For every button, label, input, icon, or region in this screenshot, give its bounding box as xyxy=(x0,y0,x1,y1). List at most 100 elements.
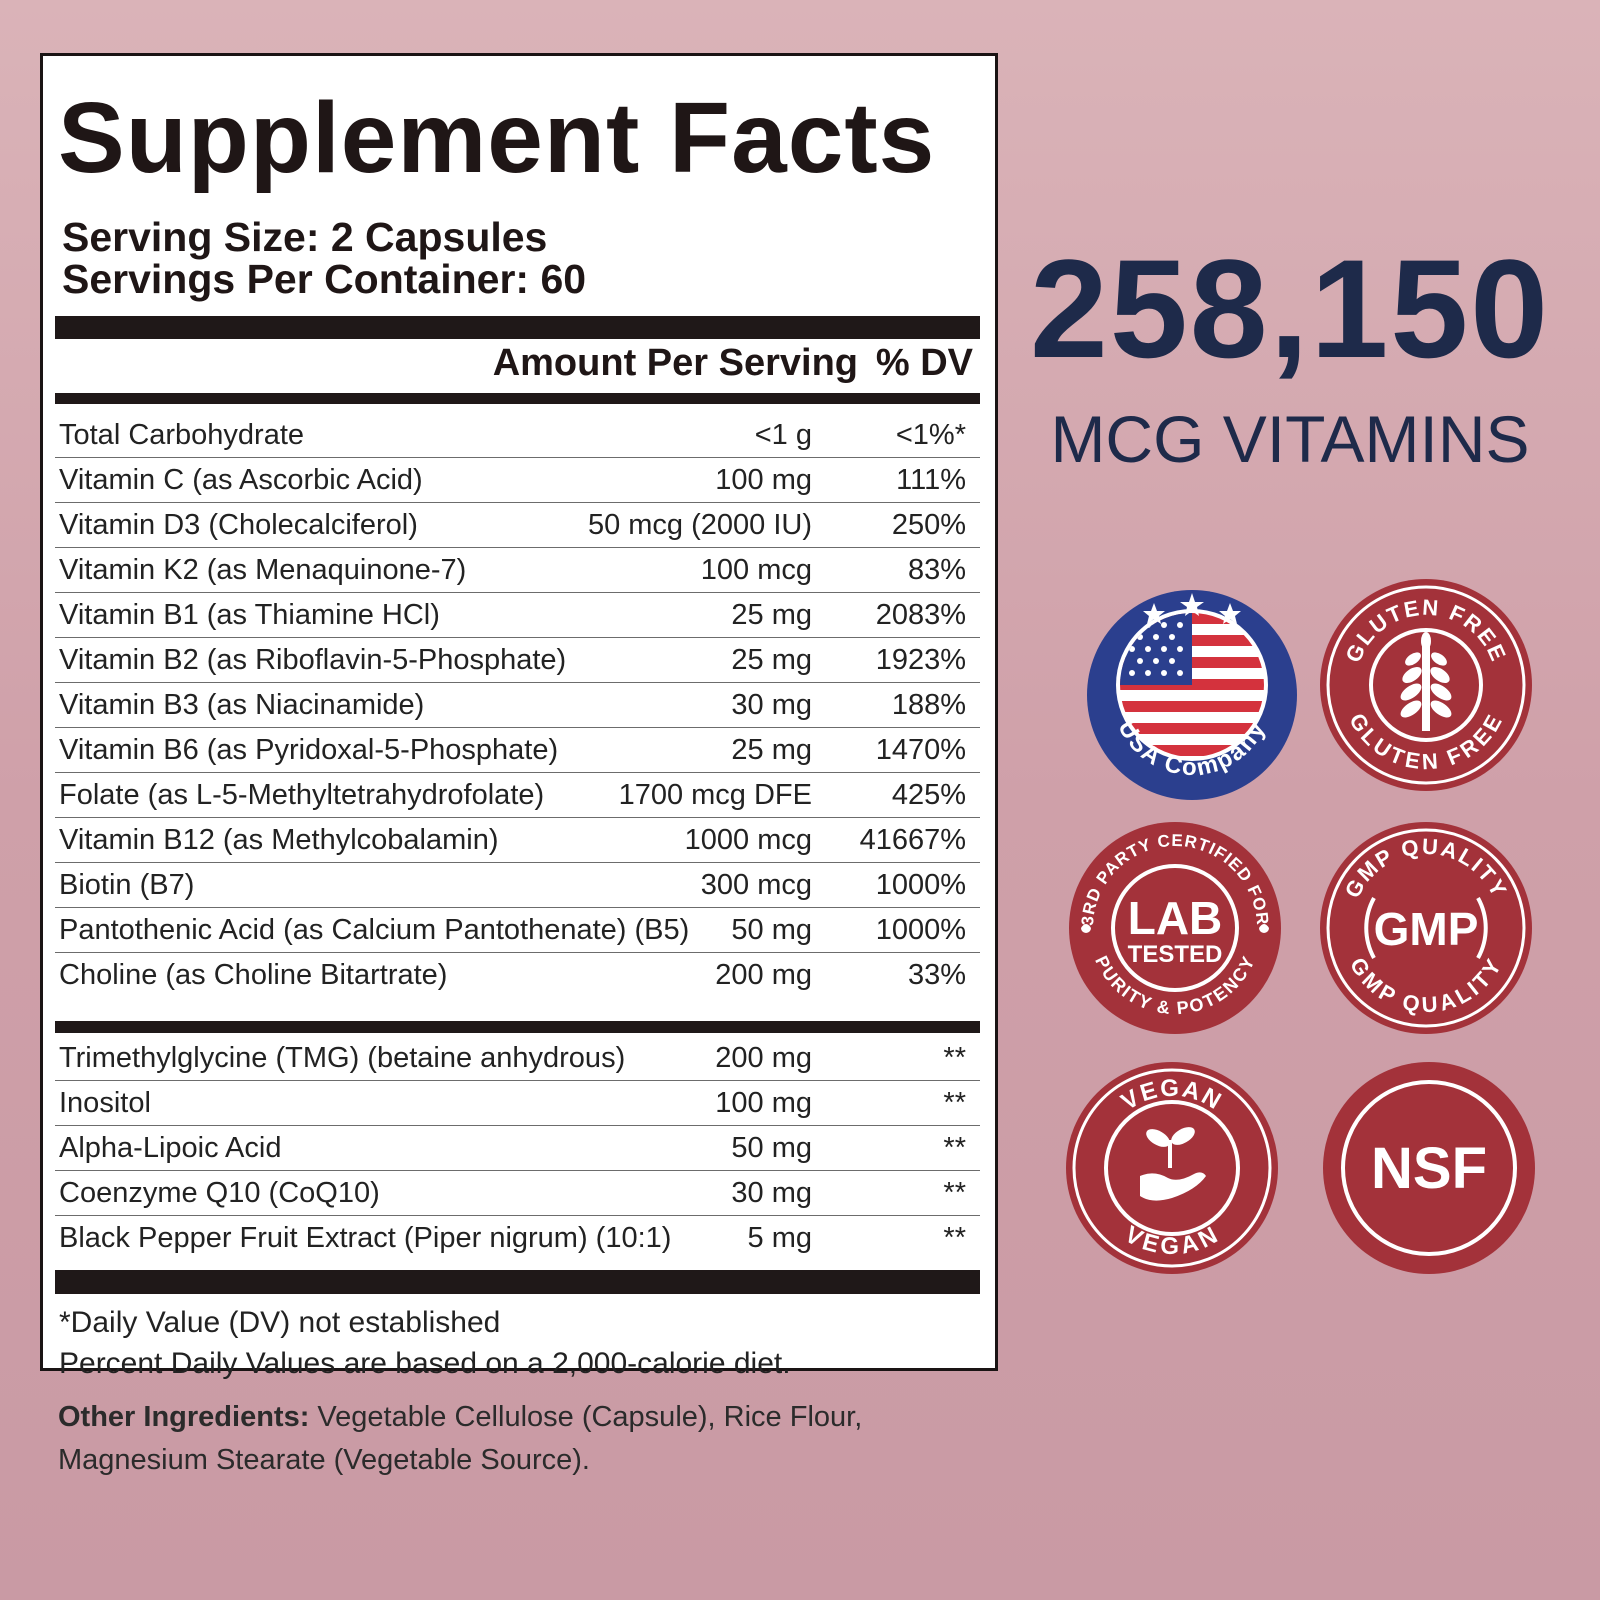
section-divider xyxy=(55,1021,980,1033)
nutrient-amount: <1 g xyxy=(754,419,812,451)
nutrient-name: Vitamin C (as Ascorbic Acid) xyxy=(59,464,423,496)
table-row: Vitamin B1 (as Thiamine HCl) 25 mg 2083% xyxy=(55,593,980,638)
nutrient-amount: 100 mg xyxy=(715,1087,812,1119)
table-row: Trimethylglycine (TMG) (betaine anhydrou… xyxy=(55,1036,980,1081)
table-row: Vitamin D3 (Cholecalciferol) 50 mcg (2000… xyxy=(55,503,980,548)
nutrient-name: Vitamin B2 (as Riboflavin-5-Phosphate) xyxy=(59,644,567,676)
nutrient-dv: 1470% xyxy=(875,734,966,766)
nutrient-name: Biotin (B7) xyxy=(59,869,195,901)
amount-per-serving-header: Amount Per Serving xyxy=(492,342,858,384)
nutrient-name: Vitamin B12 (as Methylcobalamin) xyxy=(59,824,499,856)
nutrient-amount: 25 mg xyxy=(731,599,812,631)
nutrient-dv: 83% xyxy=(907,554,966,586)
servings-per-container: Servings Per Container: 60 xyxy=(62,256,587,302)
vegan-badge: VEGAN VEGAN xyxy=(1062,1058,1282,1278)
nutrient-name: Vitamin B1 (as Thiamine HCl) xyxy=(59,599,440,631)
table-row: Choline (as Choline Bitartrate) 200 mg 33% xyxy=(55,953,980,998)
nutrient-dv: ** xyxy=(943,1087,966,1119)
wheat-icon xyxy=(1400,632,1452,731)
table-row: Vitamin B6 (as Pyridoxal-5-Phosphate) 25 … xyxy=(55,728,980,773)
nutrient-dv: 425% xyxy=(891,779,966,811)
nutrient-amount: 25 mg xyxy=(731,734,812,766)
footnote-dv: *Daily Value (DV) not established xyxy=(59,1306,501,1339)
highlight-caption: MCG VITAMINS xyxy=(1050,402,1530,476)
nutrient-amount: 25 mg xyxy=(731,644,812,676)
table-row: Inositol 100 mg ** xyxy=(55,1081,980,1126)
usa-company-badge: USA Company xyxy=(1082,585,1302,805)
nutrient-amount: 30 mg xyxy=(731,1177,812,1209)
nutrient-name: Vitamin K2 (as Menaquinone-7) xyxy=(59,554,467,586)
gmp-quality-badge: GMP GMP QUALITY GMP QUALITY xyxy=(1316,818,1536,1038)
nutrient-name: Vitamin B3 (as Niacinamide) xyxy=(59,689,425,721)
other-ingredients: Other Ingredients: Vegetable Cellulose (… xyxy=(58,1396,958,1482)
nutrient-name: Vitamin B6 (as Pyridoxal-5-Phosphate) xyxy=(59,734,559,766)
table-row: Coenzyme Q10 (CoQ10) 30 mg ** xyxy=(55,1171,980,1216)
nutrient-amount: 5 mg xyxy=(747,1222,812,1254)
nutrient-name: Choline (as Choline Bitartrate) xyxy=(59,959,448,991)
sprout-hand-icon xyxy=(1140,1127,1206,1201)
table-row: Total Carbohydrate <1 g <1%* xyxy=(55,413,980,458)
thick-divider xyxy=(55,1270,980,1294)
droplet-icon xyxy=(1081,924,1091,933)
nutrient-dv: 1000% xyxy=(875,869,966,901)
nutrient-amount: 100 mg xyxy=(715,464,812,496)
nutrient-dv: 2083% xyxy=(875,599,966,631)
nutrient-amount: 1000 mcg xyxy=(684,824,812,856)
nutrient-name: Folate (as L-5-Methyltetrahydrofolate) xyxy=(59,779,545,811)
table-row: Alpha-Lipoic Acid 50 mg ** xyxy=(55,1126,980,1171)
nutrient-dv: 1923% xyxy=(875,644,966,676)
other-ingredients-text: Vegetable Cellulose (Capsule), Rice Flou… xyxy=(58,1401,863,1476)
nutrient-amount: 300 mcg xyxy=(700,869,812,901)
nutrient-amount: 1700 mcg DFE xyxy=(618,779,812,811)
nsf-badge: NSF xyxy=(1319,1058,1539,1278)
nutrient-name: Pantothenic Acid (as Calcium Pantothenat… xyxy=(59,914,690,946)
table-row: Vitamin B2 (as Riboflavin-5-Phosphate) 25… xyxy=(55,638,980,683)
nutrient-amount: 50 mg xyxy=(731,1132,812,1164)
gluten-free-badge: GLUTEN FREE GLUTEN FREE xyxy=(1316,575,1536,795)
nutrient-amount: 30 mg xyxy=(731,689,812,721)
other-ingredients-label: Other Ingredients: xyxy=(58,1401,310,1433)
table-row: Black Pepper Fruit Extract (Piper nigrum… xyxy=(55,1216,980,1261)
nutrient-dv: ** xyxy=(943,1222,966,1254)
nutrient-name: Alpha-Lipoic Acid xyxy=(59,1132,282,1164)
nutrient-amount: 100 mcg xyxy=(700,554,812,586)
nutrient-name: Black Pepper Fruit Extract (Piper nigrum… xyxy=(59,1222,672,1254)
nutrient-dv: 41667% xyxy=(859,824,966,856)
nutrient-table: Total Carbohydrate <1 g <1%* Vitamin C (as… xyxy=(55,413,980,998)
nutrient-name: Vitamin D3 (Cholecalciferol) xyxy=(59,509,418,541)
table-row: Vitamin B12 (as Methylcobalamin) 1000 mcg… xyxy=(55,818,980,863)
nsf-center-text: NSF xyxy=(1371,1136,1487,1201)
medium-divider xyxy=(55,393,980,404)
table-row: Pantothenic Acid (as Calcium Pantothenat… xyxy=(55,908,980,953)
thick-divider xyxy=(55,316,980,339)
nutrient-dv: 1000% xyxy=(875,914,966,946)
lab-tested-badge: LAB TESTED 3RD PARTY CERTIFIED FOR PURIT… xyxy=(1065,818,1285,1038)
nutrient-dv: ** xyxy=(943,1042,966,1074)
nutrient-amount: 200 mg xyxy=(715,1042,812,1074)
nutrient-name: Coenzyme Q10 (CoQ10) xyxy=(59,1177,380,1209)
star-icon xyxy=(1143,593,1241,624)
daily-value-header: % DV xyxy=(875,342,973,384)
table-row: Vitamin B3 (as Niacinamide) 30 mg 188% xyxy=(55,683,980,728)
nutrient-dv: 188% xyxy=(891,689,966,721)
nutrient-name: Total Carbohydrate xyxy=(59,419,305,451)
nutrient-dv: <1%* xyxy=(895,419,966,451)
nutrient-name: Trimethylglycine (TMG) (betaine anhydrou… xyxy=(59,1042,626,1074)
nutrient-dv: 250% xyxy=(891,509,966,541)
nutrient-dv: 33% xyxy=(907,959,966,991)
other-nutrient-table: Trimethylglycine (TMG) (betaine anhydrou… xyxy=(55,1036,980,1261)
nutrient-name: Inositol xyxy=(59,1087,151,1119)
serving-size: Serving Size: 2 Capsules xyxy=(62,214,548,260)
table-row: Vitamin K2 (as Menaquinone-7) 100 mcg 83% xyxy=(55,548,980,593)
supplement-facts-panel xyxy=(40,53,998,1371)
nutrient-dv: ** xyxy=(943,1177,966,1209)
nutrient-dv: 111% xyxy=(896,464,966,496)
droplet-icon xyxy=(1259,924,1269,933)
lab-text: LAB xyxy=(1128,892,1223,944)
gmp-center-text: GMP xyxy=(1374,903,1479,955)
footnote-calorie: Percent Daily Values are based on a 2,00… xyxy=(59,1347,791,1380)
table-row: Vitamin C (as Ascorbic Acid) 100 mg 111% xyxy=(55,458,980,503)
nutrient-amount: 200 mg xyxy=(715,959,812,991)
highlight-number: 258,150 xyxy=(1030,230,1551,387)
panel-title: Supplement Facts xyxy=(58,82,936,194)
